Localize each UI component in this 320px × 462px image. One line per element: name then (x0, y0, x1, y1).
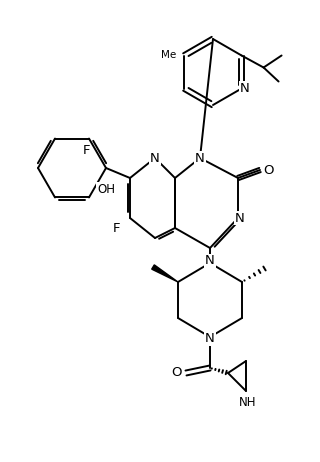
Text: F: F (82, 144, 90, 157)
Text: N: N (205, 255, 215, 267)
Text: N: N (235, 212, 245, 225)
Text: OH: OH (97, 183, 115, 196)
Text: O: O (263, 164, 273, 176)
Text: Me: Me (161, 50, 176, 61)
Text: F: F (112, 221, 120, 235)
Polygon shape (152, 265, 178, 282)
Text: O: O (172, 366, 182, 379)
Text: N: N (150, 152, 160, 164)
Text: NH: NH (239, 396, 257, 409)
Text: N: N (240, 82, 250, 95)
Text: N: N (195, 152, 205, 164)
Text: N: N (205, 333, 215, 346)
